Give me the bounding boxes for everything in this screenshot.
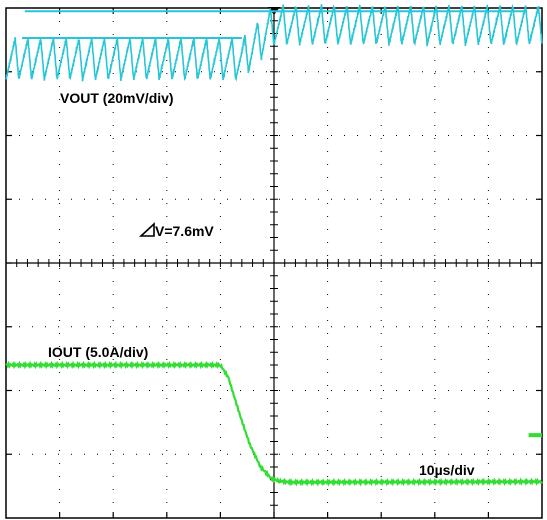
- iout-trace: [5, 360, 543, 487]
- vout-channel-label: VOUT (20mV/div): [60, 90, 174, 106]
- traces: [5, 3, 543, 487]
- labels: VOUT (20mV/div) V=7.6mV IOUT (5.0A/div) …: [48, 90, 475, 478]
- vout-trace: [5, 3, 543, 82]
- time-base-label: 10µs/div: [419, 462, 475, 478]
- graticule: [5, 7, 543, 519]
- iout-channel-label: IOUT (5.0A/div): [48, 344, 148, 360]
- delta-icon: [138, 222, 155, 237]
- delta-v-annotation: V=7.6mV: [155, 223, 214, 239]
